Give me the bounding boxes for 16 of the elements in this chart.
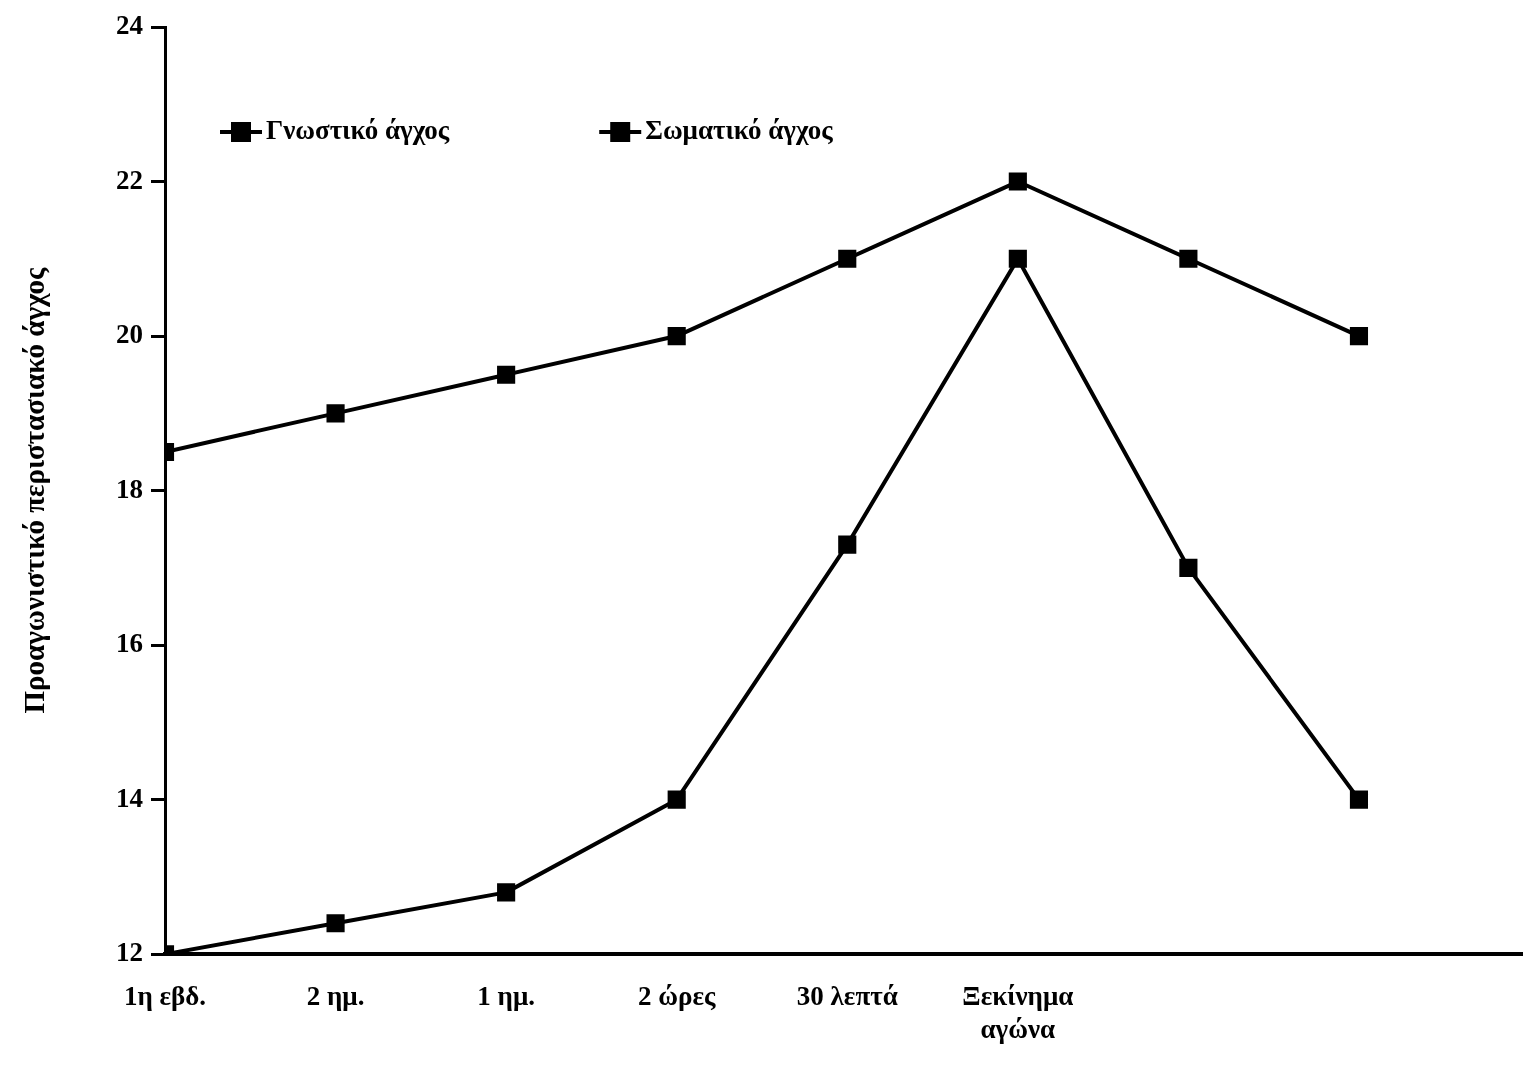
- y-tick-label: 14: [116, 782, 143, 813]
- x-tick-label: 2 ώρες: [638, 981, 716, 1012]
- x-tick-label: 1η εβδ.: [123, 981, 207, 1012]
- y-tick-label: 20: [116, 319, 143, 350]
- y-tick-label: 12: [116, 937, 143, 968]
- y-tick-label: 16: [116, 628, 143, 659]
- x-tick-label: 30 λεπτά: [796, 981, 898, 1012]
- legend-label: Σωματικό άγχος: [645, 114, 834, 145]
- y-tick-label: 22: [116, 164, 143, 195]
- y-tick-label: 18: [116, 473, 143, 504]
- x-tick-label: 1 ημ.: [477, 981, 535, 1012]
- x-tick-label: Ξεκίνημα αγώνα: [962, 981, 1074, 1044]
- legend-label: Γνωστικό άγχος: [266, 114, 450, 145]
- y-axis-title: Προαγωνιστικό περιστασιακό άγχος: [18, 266, 51, 714]
- x-tick-label: 2 ημ.: [306, 981, 365, 1012]
- y-tick-label: 24: [116, 9, 143, 40]
